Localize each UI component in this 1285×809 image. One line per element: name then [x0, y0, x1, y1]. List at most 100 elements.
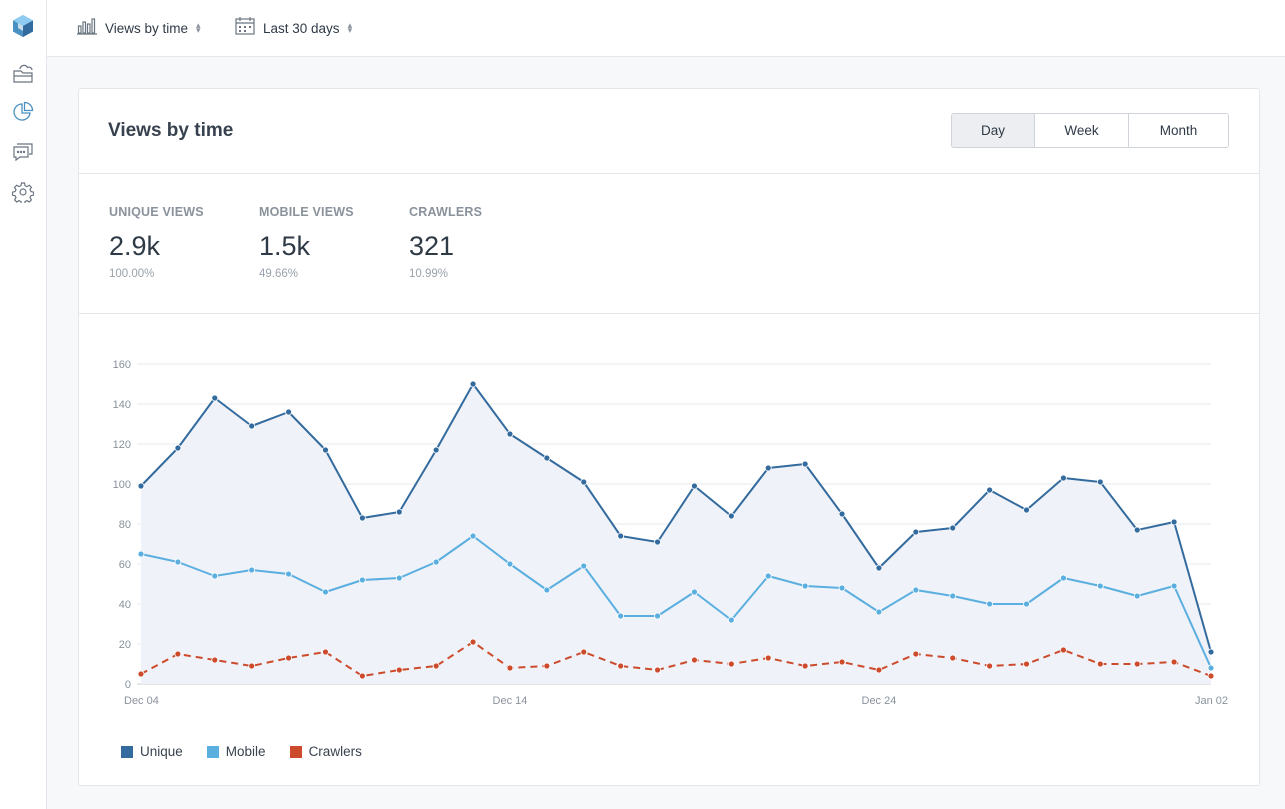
data-point-crawlers — [432, 662, 440, 670]
data-point-crawlers — [285, 654, 292, 662]
data-point-unique — [617, 532, 625, 540]
data-point-crawlers — [912, 650, 920, 658]
data-point-mobile — [727, 616, 735, 624]
data-point-crawlers — [174, 650, 182, 658]
data-point-crawlers — [1096, 660, 1104, 668]
y-tick-label: 140 — [113, 399, 131, 411]
date-range-label: Last 30 days — [263, 20, 340, 36]
data-point-unique — [691, 482, 698, 490]
data-point-unique — [506, 430, 514, 438]
data-point-crawlers — [1170, 658, 1178, 666]
data-point-mobile — [322, 588, 329, 596]
data-point-mobile — [580, 562, 588, 570]
data-point-crawlers — [986, 662, 994, 670]
pie-chart-icon[interactable] — [12, 101, 34, 123]
views-by-time-card: Views by time Day Week Month UNIQUE VIEW… — [78, 88, 1260, 786]
card-title: Views by time — [108, 120, 234, 141]
data-point-mobile — [986, 600, 994, 608]
legend-label: Crawlers — [308, 744, 362, 759]
y-tick-label: 60 — [119, 559, 131, 571]
data-point-unique — [174, 444, 182, 452]
granularity-month-button[interactable]: Month — [1129, 114, 1228, 147]
data-point-crawlers — [764, 654, 772, 662]
data-point-crawlers — [617, 662, 625, 670]
cube-logo-icon[interactable] — [12, 15, 34, 37]
data-point-crawlers — [1133, 660, 1141, 668]
granularity-week-button[interactable]: Week — [1035, 114, 1129, 147]
report-selector-label: Views by time — [105, 20, 189, 36]
data-point-mobile — [285, 570, 292, 578]
data-point-crawlers — [691, 656, 698, 664]
data-point-unique — [654, 538, 661, 546]
y-tick-label: 80 — [119, 519, 131, 531]
data-point-crawlers — [838, 658, 846, 666]
data-point-crawlers — [727, 660, 735, 668]
legend-label: Mobile — [225, 744, 266, 759]
data-point-unique — [395, 508, 403, 516]
data-point-unique — [137, 482, 145, 490]
data-point-mobile — [654, 612, 661, 620]
y-tick-label: 120 — [113, 439, 131, 451]
data-point-mobile — [432, 558, 440, 566]
stat-value: 2.9k — [109, 231, 161, 261]
stat-label: MOBILE VIEWS — [259, 205, 354, 219]
series-area-unique — [141, 384, 1211, 684]
data-point-unique — [469, 380, 477, 388]
data-point-crawlers — [1207, 672, 1215, 680]
series-line-crawlers — [140, 641, 1212, 677]
granularity-toggle: Day Week Month — [951, 113, 1229, 148]
data-point-mobile — [1207, 664, 1215, 672]
data-point-crawlers — [395, 666, 403, 674]
legend-swatch — [121, 745, 133, 758]
legend-item-mobile[interactable]: Mobile — [206, 744, 266, 759]
y-tick-label: 160 — [113, 359, 131, 371]
data-point-crawlers — [543, 662, 551, 670]
data-point-unique — [285, 408, 292, 416]
data-point-unique — [986, 486, 994, 494]
date-range-selector[interactable]: Last 30 days ▴ ▾ — [235, 16, 353, 40]
data-point-unique — [838, 510, 846, 518]
data-point-mobile — [248, 566, 256, 574]
data-point-mobile — [174, 558, 182, 566]
data-point-unique — [801, 460, 809, 468]
views-line-chart: 0 20 40 60 80 100 120 140 160 Dec 04 Dec 14 Dec 24 J… — [113, 359, 1228, 707]
data-point-crawlers — [580, 648, 588, 656]
data-point-mobile — [1096, 582, 1104, 590]
x-tick-label: Dec 14 — [493, 695, 528, 707]
data-point-unique — [580, 478, 588, 486]
data-point-crawlers — [949, 654, 957, 662]
stat-label: UNIQUE VIEWS — [109, 205, 204, 219]
data-point-unique — [1133, 526, 1141, 534]
data-point-unique — [1207, 648, 1215, 656]
data-point-mobile — [838, 584, 846, 592]
data-point-mobile — [1023, 600, 1030, 608]
data-point-crawlers — [469, 638, 477, 646]
granularity-day-button[interactable]: Day — [952, 114, 1035, 147]
data-point-unique — [322, 446, 329, 454]
y-tick-label: 0 — [125, 679, 131, 691]
data-point-mobile — [875, 608, 883, 616]
data-point-unique — [248, 422, 256, 430]
data-point-unique — [1023, 506, 1030, 514]
chat-icon[interactable] — [12, 141, 34, 163]
data-point-crawlers — [211, 656, 219, 664]
data-point-crawlers — [506, 664, 514, 672]
legend-item-crawlers[interactable]: Crawlers — [289, 744, 362, 759]
legend-item-unique[interactable]: Unique — [121, 744, 183, 759]
cloud-folder-icon[interactable] — [12, 62, 34, 84]
calendar-icon — [235, 16, 255, 40]
stat-value: 1.5k — [259, 231, 311, 261]
data-point-mobile — [1133, 592, 1141, 600]
report-selector[interactable]: Views by time ▴ ▾ — [77, 17, 201, 39]
top-bar: Views by time ▴ ▾ Last 30 days ▴ ▾ — [47, 0, 1285, 57]
data-point-mobile — [1060, 574, 1067, 582]
data-point-crawlers — [1023, 660, 1030, 668]
data-point-mobile — [617, 612, 625, 620]
stat-percent: 10.99% — [409, 268, 449, 280]
data-point-unique — [727, 512, 735, 520]
y-tick-label: 40 — [119, 599, 131, 611]
data-point-unique — [912, 528, 920, 536]
gear-icon[interactable] — [12, 181, 34, 203]
updown-caret-icon: ▴ ▾ — [347, 20, 353, 35]
x-tick-label: Jan 02 — [1195, 695, 1228, 707]
